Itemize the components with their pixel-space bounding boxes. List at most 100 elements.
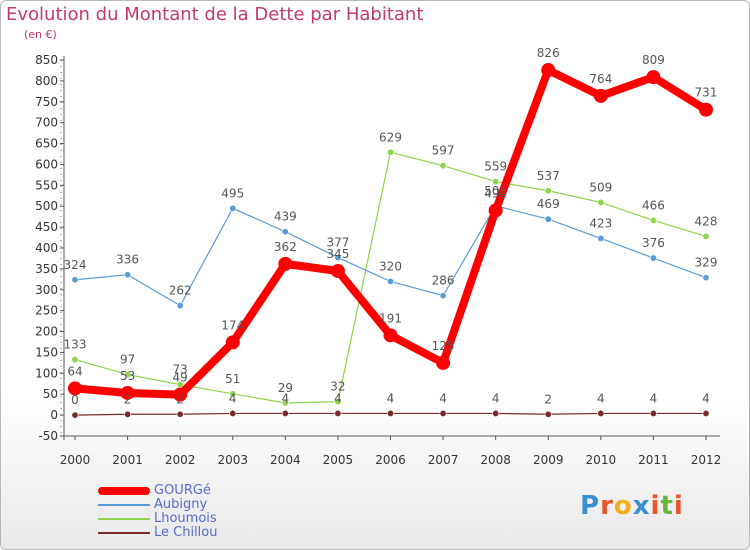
data-point-lhoumois — [702, 232, 710, 240]
data-point-gourgé — [68, 381, 82, 396]
logo-letter: i — [673, 491, 684, 521]
data-label-aubigny: 324 — [64, 258, 87, 272]
data-point-gourgé — [488, 203, 503, 218]
data-point-lhoumois — [71, 356, 79, 364]
data-point-gourgé — [646, 70, 661, 85]
y-tick-label: 300 — [35, 283, 58, 297]
data-label-aubigny: 376 — [642, 236, 665, 250]
data-label-aubigny: 320 — [379, 259, 402, 273]
data-point-le-chillou — [597, 409, 605, 417]
logo-letter: r — [600, 491, 614, 521]
legend-label: Lhoumois — [154, 511, 217, 526]
data-label-aubigny: 336 — [116, 253, 139, 267]
x-tick-label: 2000 — [60, 453, 91, 467]
y-tick-label: 800 — [35, 74, 58, 88]
data-label-le-chillou: 4 — [492, 391, 500, 405]
data-point-gourgé — [278, 256, 293, 271]
data-label-le-chillou: 0 — [71, 393, 79, 407]
legend-swatch — [98, 487, 150, 495]
logo-letter: P — [580, 491, 601, 521]
data-label-gourgé: 362 — [274, 240, 297, 254]
x-tick-label: 2009 — [533, 453, 564, 467]
data-point-gourgé — [436, 355, 451, 370]
data-point-aubigny — [597, 234, 605, 242]
y-tick-label: 550 — [35, 178, 58, 192]
data-point-aubigny — [281, 228, 289, 236]
x-tick-label: 2012 — [691, 453, 722, 467]
x-tick-label: 2002 — [165, 453, 196, 467]
data-point-le-chillou — [281, 409, 289, 417]
y-tick-label: 200 — [35, 325, 58, 339]
legend-item-gourge: GOURGé — [98, 483, 298, 498]
legend-item-lhoumois: Lhoumois — [98, 511, 298, 526]
data-label-lhoumois: 537 — [537, 169, 560, 183]
data-label-le-chillou: 2 — [544, 392, 552, 406]
data-label-gourgé: 764 — [589, 72, 612, 86]
y-tick-label: 250 — [35, 304, 58, 318]
data-point-gourgé — [120, 385, 135, 400]
y-tick-label: 500 — [35, 199, 58, 213]
data-point-aubigny — [124, 271, 132, 279]
series-layer — [68, 63, 713, 419]
data-label-aubigny: 377 — [326, 236, 349, 250]
data-point-lhoumois — [649, 216, 657, 224]
data-point-lhoumois — [229, 390, 237, 398]
legend-swatch — [98, 518, 150, 520]
data-point-lhoumois — [281, 399, 289, 407]
chart-unit-label: (en €) — [24, 28, 57, 41]
legend-item-aubigny: Aubigny — [98, 497, 298, 512]
data-label-gourgé: 49 — [173, 371, 188, 385]
data-label-le-chillou: 2 — [176, 392, 184, 406]
data-label-le-chillou: 4 — [650, 391, 658, 405]
data-label-gourgé: 53 — [120, 369, 135, 383]
data-point-lhoumois — [386, 148, 394, 156]
data-point-aubigny — [386, 277, 394, 285]
data-label-lhoumois: 29 — [278, 381, 293, 395]
y-tick-label: 0 — [50, 408, 58, 422]
data-label-le-chillou: 4 — [282, 391, 290, 405]
data-point-aubigny — [229, 204, 237, 212]
data-point-gourgé — [699, 102, 713, 117]
legend-swatch — [98, 504, 150, 506]
y-tick-label: 50 — [43, 387, 58, 401]
data-label-aubigny: 286 — [432, 274, 455, 288]
data-point-le-chillou — [492, 409, 500, 417]
data-label-le-chillou: 4 — [702, 391, 710, 405]
data-label-gourgé: 490 — [484, 186, 507, 200]
data-label-gourgé: 64 — [67, 364, 82, 378]
data-point-aubigny — [71, 276, 79, 284]
data-label-gourgé: 826 — [537, 46, 560, 60]
data-label-le-chillou: 4 — [387, 391, 395, 405]
x-tick-label: 2006 — [375, 453, 406, 467]
y-tick-label: 650 — [35, 137, 58, 151]
data-point-gourgé — [330, 263, 345, 278]
y-tick-label: 400 — [35, 241, 58, 255]
legend: GOURGé Aubigny Lhoumois Le Chillou — [98, 483, 298, 540]
data-point-aubigny — [439, 292, 447, 300]
data-point-gourgé — [541, 63, 556, 78]
data-label-gourgé: 191 — [379, 311, 402, 325]
chart-title: Evolution du Montant de la Dette par Hab… — [6, 4, 424, 25]
legend-item-le-chillou: Le Chillou — [98, 525, 298, 540]
data-point-gourgé — [383, 328, 398, 343]
data-point-le-chillou — [229, 409, 237, 417]
data-point-le-chillou — [649, 409, 657, 417]
data-label-lhoumois: 32 — [330, 380, 345, 394]
data-label-lhoumois: 73 — [173, 363, 188, 377]
data-label-le-chillou: 4 — [229, 391, 237, 405]
data-point-le-chillou — [702, 409, 710, 417]
data-point-gourgé — [173, 387, 188, 402]
data-label-lhoumois: 97 — [120, 353, 135, 367]
x-tick-label: 2011 — [638, 453, 669, 467]
data-point-gourgé — [593, 88, 608, 103]
data-label-gourgé: 174 — [221, 318, 244, 332]
data-point-lhoumois — [439, 162, 447, 170]
data-label-gourgé: 731 — [695, 86, 718, 100]
data-point-le-chillou — [334, 409, 342, 417]
data-label-aubigny: 469 — [537, 197, 560, 211]
data-label-gourgé: 809 — [642, 53, 665, 67]
data-label-aubigny: 439 — [274, 210, 297, 224]
logo-letter: i — [650, 491, 661, 521]
x-tick-label: 2005 — [323, 453, 354, 467]
